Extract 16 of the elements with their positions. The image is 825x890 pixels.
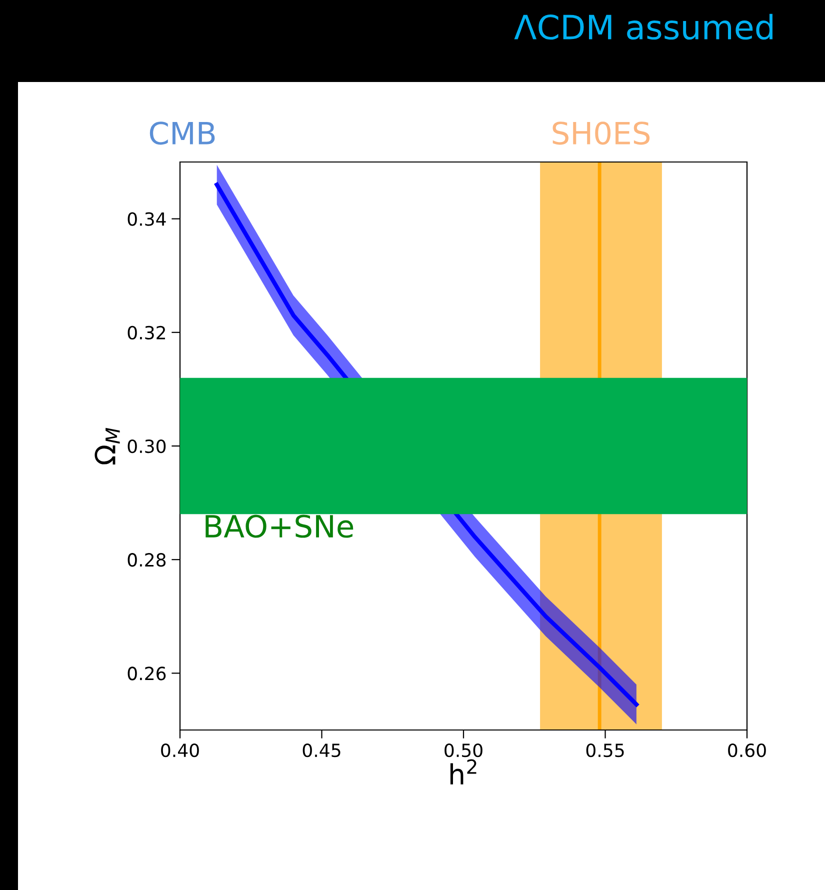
x-tick-label: 0.45 (302, 744, 340, 758)
y-tick-label: 0.30 (128, 439, 166, 454)
y-tick-label: 0.34 (128, 212, 166, 226)
y-tick-label: 0.32 (128, 326, 165, 340)
chart-title: ΛCDM assumed (514, 14, 772, 40)
x-tick-label: 0.55 (586, 744, 624, 758)
band-label: BAO+SNe (206, 514, 354, 538)
y-axis-title: Ω$_{M}$ (94, 428, 120, 465)
x-axis-title: h$^{2}$ (450, 759, 476, 784)
x-tick-label: 0.50 (444, 744, 482, 758)
x-tick-label: 0.60 (728, 744, 766, 758)
series-label: CMB (150, 122, 215, 145)
y-tick-label: 0.26 (128, 666, 166, 680)
x-tick-label: 0.40 (161, 744, 199, 758)
band-label: SH0ES (552, 122, 650, 145)
y-tick-label: 0.28 (128, 553, 166, 567)
